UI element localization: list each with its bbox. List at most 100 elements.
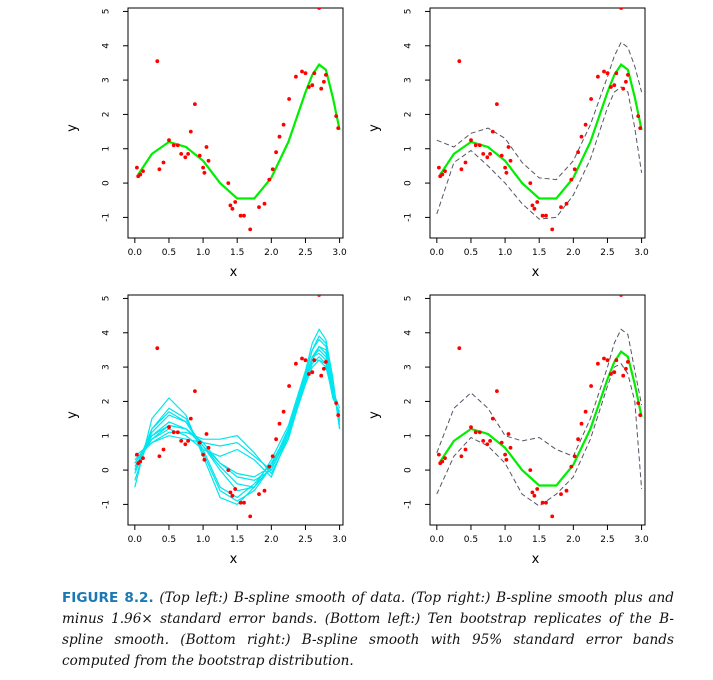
data-point (459, 167, 464, 172)
x-axis-label: x (230, 552, 238, 567)
y-tick-label: -1 (404, 213, 414, 222)
data-point (336, 413, 341, 417)
data-point (457, 346, 462, 351)
y-tick-label: 0 (102, 180, 112, 186)
figure-label: FIGURE 8.2. (62, 590, 154, 606)
data-point (569, 177, 574, 182)
y-axis-label: y (65, 411, 80, 419)
data-point (167, 425, 171, 430)
data-point (262, 488, 267, 493)
plot-frame (429, 294, 646, 526)
data-point (186, 152, 191, 156)
y-tick-label: -1 (404, 500, 414, 509)
y-tick-label: 1 (404, 433, 414, 439)
data-point (572, 454, 577, 459)
data-point (481, 152, 486, 156)
data-point (183, 155, 188, 160)
data-point (179, 152, 184, 156)
data-point (559, 492, 563, 496)
data-point (609, 85, 613, 89)
data-point (267, 177, 272, 182)
data-point (621, 373, 626, 378)
data-point (322, 366, 326, 371)
data-point (324, 73, 328, 77)
x-tick-label: 0.5 (162, 535, 176, 545)
error-band (436, 41, 643, 181)
x-tick-label: 1.5 (532, 248, 546, 258)
data-point (294, 74, 298, 79)
data-point (596, 74, 600, 79)
data-point (612, 370, 617, 375)
data-point (469, 138, 473, 143)
y-tick-label: 2 (102, 399, 112, 405)
data-point (157, 454, 162, 459)
x-axis-label: x (532, 265, 540, 280)
x-tick-label: 3.0 (332, 248, 347, 258)
panel-bottom-right: 0.0 0.5 1.0 1.5 2.0 2.5 3.0 -1 0 1 2 3 4 5 x y (367, 294, 649, 567)
data-point (463, 160, 468, 165)
y-tick-label: 4 (404, 330, 414, 336)
data-point (274, 437, 278, 442)
data-point (262, 201, 267, 206)
data-point (535, 487, 540, 491)
data-point (605, 71, 610, 76)
figure-caption: FIGURE 8.2. (Top left:) B-spline smooth … (62, 588, 674, 672)
data-point (624, 79, 628, 84)
bootstrap-curve (134, 328, 341, 506)
data-point (636, 114, 641, 118)
data-point (317, 295, 321, 297)
data-point (506, 432, 511, 436)
y-tick-label: -1 (102, 500, 112, 509)
x-tick-label: 2.0 (566, 248, 581, 258)
data-point (226, 181, 231, 186)
bootstrap-curve (134, 349, 341, 478)
data-point (579, 134, 584, 139)
data-point (504, 457, 509, 462)
x-tick-label: 1.5 (230, 248, 244, 258)
data-point (287, 384, 291, 388)
data-point (175, 143, 180, 148)
data-point (274, 150, 278, 155)
data-point (636, 401, 641, 405)
data-point (175, 430, 180, 435)
y-tick-label: 4 (102, 330, 112, 336)
data-point (532, 493, 537, 498)
y-tick-label: 1 (102, 146, 112, 152)
data-point (443, 169, 447, 174)
data-point (167, 138, 171, 143)
data-point (477, 143, 482, 148)
data-point (281, 122, 286, 127)
data-point (171, 430, 176, 435)
x-tick-label: 0.5 (464, 535, 478, 545)
x-tick-label: 3.0 (332, 535, 347, 545)
data-point (614, 358, 619, 363)
data-point (307, 372, 311, 376)
y-tick-label: 0 (102, 467, 112, 473)
data-point (596, 361, 600, 366)
bootstrap-curve (134, 338, 341, 499)
data-point (602, 356, 606, 361)
data-point (490, 129, 495, 134)
plot-frame (127, 294, 344, 526)
data-point (171, 143, 176, 148)
y-tick-label: 0 (404, 180, 414, 186)
data-point (443, 456, 447, 460)
data-point (535, 200, 540, 204)
y-tick-label: 0 (404, 467, 414, 473)
data-point (267, 464, 272, 469)
y-tick-label: 5 (404, 9, 414, 15)
data-point (193, 389, 197, 393)
data-point (572, 167, 577, 172)
data-point (459, 454, 464, 459)
plot-area (436, 8, 643, 232)
data-point (528, 181, 533, 186)
x-tick-label: 0.0 (128, 248, 143, 258)
y-tick-label: 5 (102, 9, 112, 15)
data-point (242, 500, 246, 505)
x-tick-label: 2.5 (298, 248, 312, 258)
data-point (294, 361, 298, 366)
x-tick-label: 2.0 (264, 535, 279, 545)
y-tick-label: 2 (404, 112, 414, 118)
x-tick-label: 0.5 (464, 248, 478, 258)
data-point (619, 295, 623, 297)
